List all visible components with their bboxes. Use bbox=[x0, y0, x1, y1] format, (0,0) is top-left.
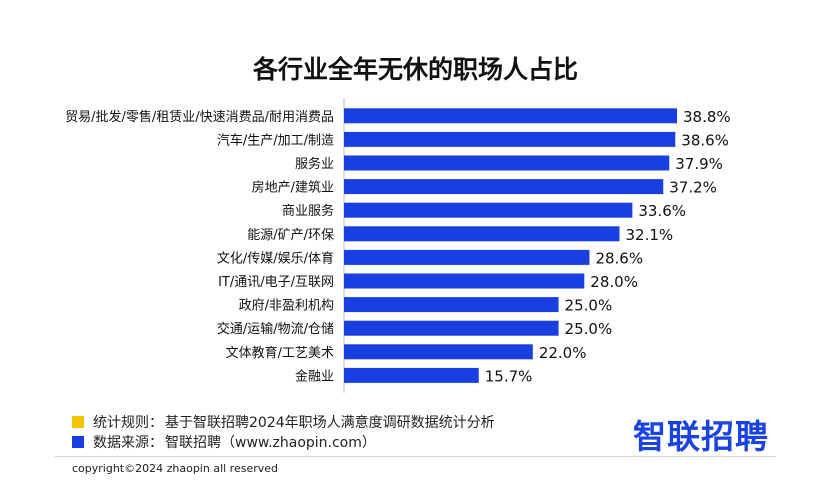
stat-rule-note: 统计规则： 基于智联招聘2024年职场人满意度调研数据统计分析 bbox=[72, 412, 495, 432]
chart-title: 各行业全年无休的职场人占比 bbox=[252, 55, 578, 84]
bar bbox=[344, 367, 479, 383]
bar bbox=[344, 249, 590, 265]
data-label: 33.6% bbox=[638, 202, 686, 220]
data-label: 32.1% bbox=[625, 226, 673, 244]
category-label: 交通/运输/物流/仓储 bbox=[217, 321, 334, 337]
category-label: 服务业 bbox=[295, 156, 334, 172]
data-label: 37.9% bbox=[675, 155, 723, 173]
bar bbox=[344, 273, 585, 289]
bar bbox=[344, 131, 676, 147]
data-label: 22.0% bbox=[539, 344, 587, 362]
data-label: 25.0% bbox=[565, 320, 613, 338]
stat-rule-text: 基于智联招聘2024年职场人满意度调研数据统计分析 bbox=[165, 415, 495, 431]
category-label: 房地产/建筑业 bbox=[252, 180, 334, 196]
data-label: 38.8% bbox=[683, 108, 731, 126]
category-label: 金融业 bbox=[295, 368, 334, 384]
bar bbox=[344, 202, 633, 218]
category-label: 能源/矿产/环保 bbox=[247, 228, 334, 243]
category-label: 文化/传媒/娱乐/体育 bbox=[217, 250, 334, 266]
data-source-label: 数据来源： bbox=[93, 435, 163, 451]
data-label: 28.0% bbox=[590, 273, 638, 291]
data-label: 25.0% bbox=[565, 297, 613, 315]
bar bbox=[344, 344, 533, 360]
stat-rule-label: 统计规则： bbox=[93, 415, 163, 431]
bar bbox=[344, 226, 620, 242]
bar-chart: 贸易/批发/零售/租赁业/快速消费品/耐用消费品 38.8% 汽车/生产/加工/制造… bbox=[65, 98, 731, 393]
category-label: 政府/非盈利机构 bbox=[239, 299, 334, 314]
category-label: 贸易/批发/零售/租赁业/快速消费品/耐用消费品 bbox=[65, 109, 334, 125]
yellow-square-icon bbox=[72, 416, 84, 428]
category-label: IT/通讯/电子/互联网 bbox=[218, 275, 334, 290]
data-source-text: 智联招聘（www.zhaopin.com） bbox=[165, 435, 376, 451]
data-label: 37.2% bbox=[669, 179, 717, 197]
category-label: 商业服务 bbox=[282, 203, 334, 219]
copyright-text: copyright©2024 zhaopin all reserved bbox=[72, 462, 279, 475]
brand-logo: 智联招聘 bbox=[633, 417, 769, 456]
category-label: 汽车/生产/加工/制造 bbox=[217, 132, 334, 148]
data-label: 15.7% bbox=[485, 367, 533, 385]
category-label: 文体教育/工艺美术 bbox=[226, 345, 334, 361]
bar bbox=[344, 297, 559, 313]
blue-square-icon bbox=[72, 436, 84, 448]
bar bbox=[344, 155, 670, 171]
data-label: 28.6% bbox=[595, 249, 643, 267]
data-label: 38.6% bbox=[681, 131, 729, 149]
footer-divider bbox=[54, 456, 776, 457]
bar bbox=[344, 320, 559, 336]
bar bbox=[344, 179, 664, 195]
bar bbox=[344, 108, 677, 124]
data-source-note: 数据来源： 智联招聘（www.zhaopin.com） bbox=[72, 432, 376, 452]
